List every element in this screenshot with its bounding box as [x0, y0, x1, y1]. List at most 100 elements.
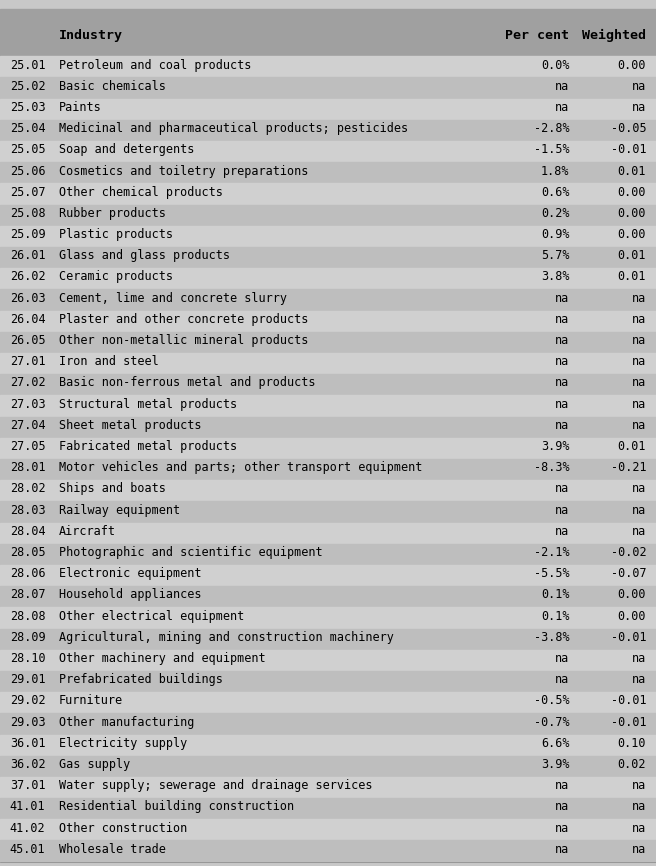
Bar [0, 671, 656, 692]
Text: -0.05: -0.05 [611, 122, 646, 135]
Text: 0.00: 0.00 [618, 588, 646, 601]
Text: na: na [555, 355, 569, 368]
Bar [0, 798, 656, 819]
Text: 41.01: 41.01 [10, 800, 45, 813]
Text: 28.06: 28.06 [10, 567, 45, 580]
Text: na: na [632, 800, 646, 813]
Text: 45.01: 45.01 [10, 843, 45, 856]
Bar [0, 184, 656, 204]
Text: Sheet metal products: Sheet metal products [59, 419, 201, 432]
Text: 3.9%: 3.9% [541, 440, 569, 453]
Text: Glass and glass products: Glass and glass products [59, 249, 230, 262]
Text: 0.1%: 0.1% [541, 610, 569, 623]
Text: Weighted: Weighted [582, 29, 646, 42]
Text: 26.01: 26.01 [10, 249, 45, 262]
Text: Soap and detergents: Soap and detergents [59, 144, 194, 157]
Text: 25.04: 25.04 [10, 122, 45, 135]
Text: Petroleum and coal products: Petroleum and coal products [59, 59, 251, 72]
Bar [0, 353, 656, 374]
Text: -8.3%: -8.3% [534, 462, 569, 475]
Text: 25.07: 25.07 [10, 185, 45, 198]
Bar [0, 9, 656, 56]
Text: na: na [632, 292, 646, 305]
Text: 27.04: 27.04 [10, 419, 45, 432]
Text: 0.00: 0.00 [618, 207, 646, 220]
Text: -0.01: -0.01 [611, 630, 646, 643]
Text: 26.03: 26.03 [10, 292, 45, 305]
Text: 0.2%: 0.2% [541, 207, 569, 220]
Text: 0.00: 0.00 [618, 610, 646, 623]
Bar [0, 311, 656, 332]
Text: 0.1%: 0.1% [541, 588, 569, 601]
Text: na: na [555, 779, 569, 792]
Text: -0.01: -0.01 [611, 144, 646, 157]
Text: 27.03: 27.03 [10, 397, 45, 410]
Text: na: na [555, 80, 569, 93]
Bar [0, 396, 656, 417]
Text: -0.7%: -0.7% [534, 715, 569, 728]
Bar [0, 417, 656, 438]
Text: Plaster and other concrete products: Plaster and other concrete products [59, 313, 308, 326]
Text: Household appliances: Household appliances [59, 588, 201, 601]
Bar [0, 56, 656, 77]
Bar [0, 777, 656, 798]
Text: 36.02: 36.02 [10, 758, 45, 771]
Text: 26.04: 26.04 [10, 313, 45, 326]
Text: na: na [632, 334, 646, 347]
Bar [0, 714, 656, 734]
Bar [0, 374, 656, 396]
Bar [0, 480, 656, 501]
Text: Per cent: Per cent [505, 29, 569, 42]
Text: 28.09: 28.09 [10, 630, 45, 643]
Bar [0, 607, 656, 629]
Bar [0, 650, 656, 671]
Text: 0.6%: 0.6% [541, 185, 569, 198]
Text: 25.02: 25.02 [10, 80, 45, 93]
Text: na: na [555, 101, 569, 114]
Text: na: na [632, 504, 646, 517]
Text: na: na [632, 652, 646, 665]
Text: 0.00: 0.00 [618, 185, 646, 198]
Bar [0, 756, 656, 777]
Text: -1.5%: -1.5% [534, 144, 569, 157]
Text: 28.02: 28.02 [10, 482, 45, 495]
Text: 6.6%: 6.6% [541, 737, 569, 750]
Text: 0.00: 0.00 [618, 59, 646, 72]
Bar [0, 247, 656, 268]
Bar [0, 204, 656, 226]
Text: -3.8%: -3.8% [534, 630, 569, 643]
Text: na: na [555, 673, 569, 686]
Text: na: na [632, 419, 646, 432]
Text: 29.01: 29.01 [10, 673, 45, 686]
Text: na: na [555, 313, 569, 326]
Text: -0.21: -0.21 [611, 462, 646, 475]
Text: 0.01: 0.01 [618, 270, 646, 283]
Text: 25.06: 25.06 [10, 165, 45, 178]
Text: Industry: Industry [59, 29, 123, 42]
Text: na: na [632, 355, 646, 368]
Text: Structural metal products: Structural metal products [59, 397, 237, 410]
Text: na: na [555, 800, 569, 813]
Text: na: na [555, 525, 569, 538]
Text: 0.01: 0.01 [618, 165, 646, 178]
Text: 27.02: 27.02 [10, 377, 45, 390]
Bar [0, 162, 656, 184]
Text: 0.02: 0.02 [618, 758, 646, 771]
Text: na: na [555, 397, 569, 410]
Text: 25.01: 25.01 [10, 59, 45, 72]
Text: 0.00: 0.00 [618, 228, 646, 241]
Text: na: na [555, 843, 569, 856]
Bar [0, 289, 656, 311]
Text: 26.02: 26.02 [10, 270, 45, 283]
Text: Ships and boats: Ships and boats [59, 482, 166, 495]
Bar [0, 438, 656, 459]
Text: 28.08: 28.08 [10, 610, 45, 623]
Text: 41.02: 41.02 [10, 822, 45, 835]
Text: -5.5%: -5.5% [534, 567, 569, 580]
Text: 27.01: 27.01 [10, 355, 45, 368]
Text: Basic chemicals: Basic chemicals [59, 80, 166, 93]
Text: Cement, lime and concrete slurry: Cement, lime and concrete slurry [59, 292, 287, 305]
Text: Other electrical equipment: Other electrical equipment [59, 610, 244, 623]
Text: Rubber products: Rubber products [59, 207, 166, 220]
Text: na: na [632, 822, 646, 835]
